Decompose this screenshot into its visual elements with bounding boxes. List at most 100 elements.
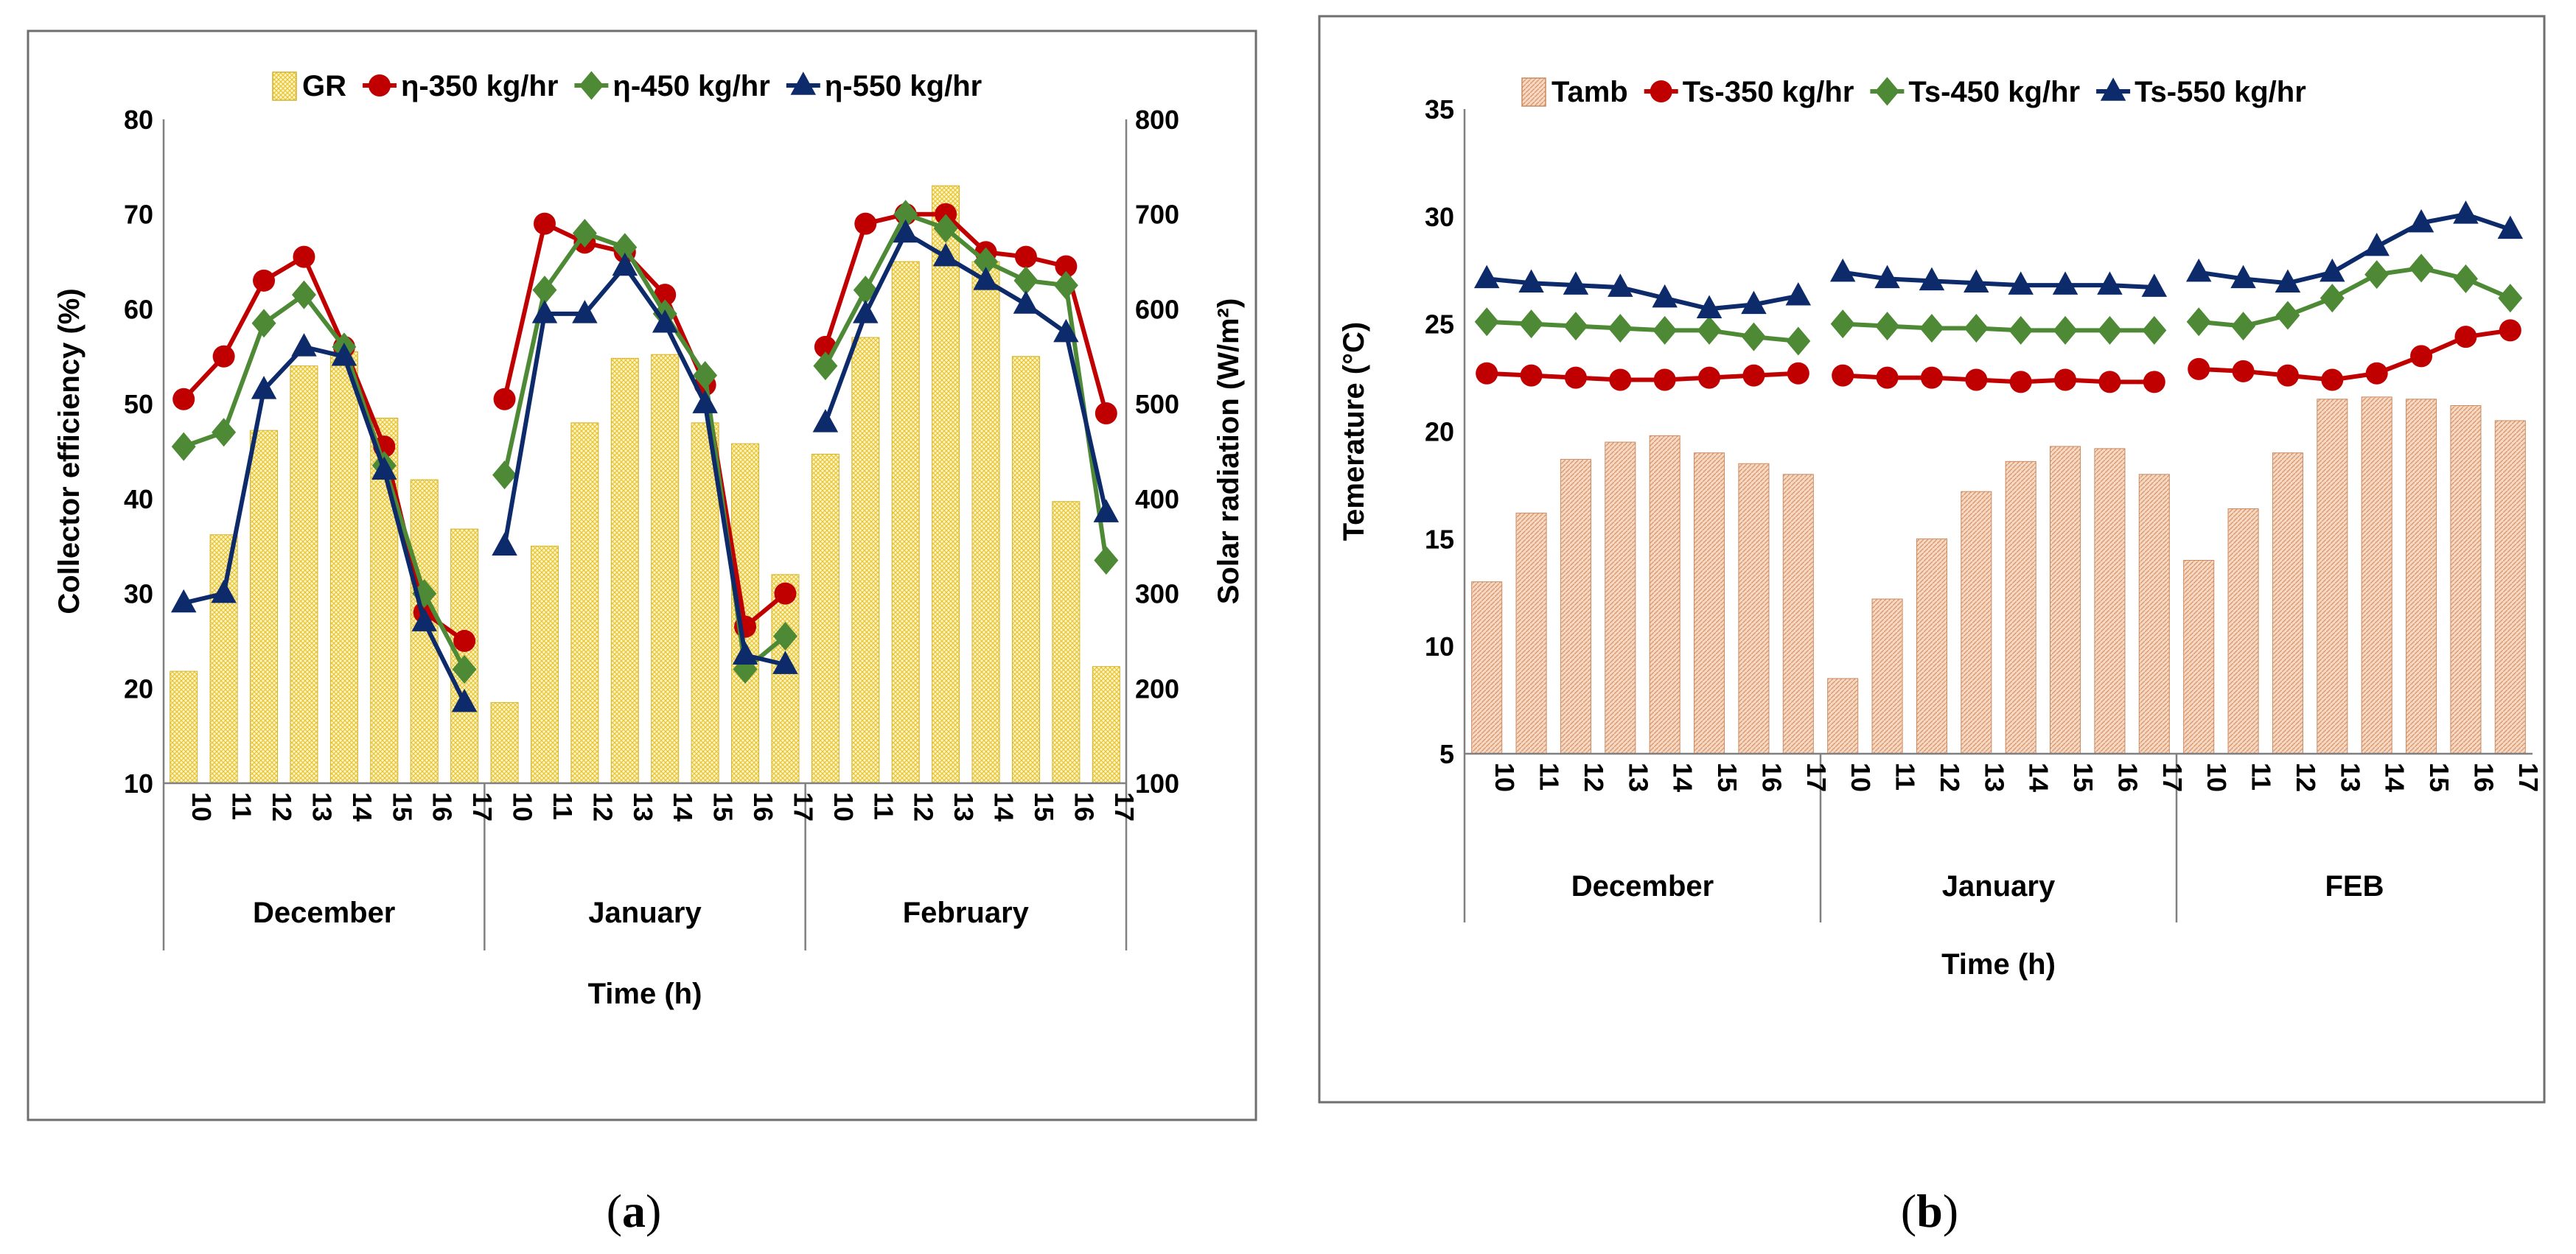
b-xtick-label: 16 [2468, 763, 2499, 792]
a-xtick-label: 17 [467, 792, 498, 822]
a-ytick-label: 50 [124, 389, 153, 419]
a-ytick-right-label: 400 [1135, 484, 1179, 514]
b-series-point-0 [1609, 368, 1632, 391]
a-ytick-label: 20 [124, 673, 153, 704]
b-series-point-0 [2143, 371, 2165, 393]
a-series-point-1 [1053, 270, 1078, 300]
b-xtick-label: 17 [2513, 763, 2544, 792]
b-series-point-1 [1919, 314, 1944, 343]
a-series-point-1 [532, 276, 557, 305]
a-series-point-0 [774, 582, 797, 605]
b-series-point-1 [1652, 315, 1678, 345]
b-series-point-2 [1696, 295, 1722, 318]
a-xtick-label: 13 [628, 792, 658, 822]
a-bar-december-12 [250, 430, 279, 784]
b-ytick-label: 15 [1425, 524, 1454, 554]
a-bar-january-17 [771, 574, 800, 784]
b-series-point-2 [1919, 267, 1945, 291]
a-group-label-december: December [253, 897, 395, 929]
a-xtick-label: 12 [909, 792, 939, 822]
b-bar-december-17 [1782, 474, 1814, 754]
a-series-point-0 [1055, 255, 1078, 278]
a-series-point-2 [170, 589, 197, 613]
b-series-point-0 [1832, 364, 1854, 387]
b-ytick-label: 35 [1425, 94, 1454, 125]
b-legend-marker-2 [2100, 77, 2126, 101]
b-series-point-2 [2320, 258, 2345, 282]
a-series-line-2 [183, 344, 467, 704]
a-series-point-2 [211, 579, 237, 603]
a-series-point-1 [933, 214, 958, 243]
b-xtick-label: 11 [2247, 763, 2277, 791]
b-series-point-2 [1608, 273, 1633, 297]
b-series-point-2 [1652, 284, 1678, 308]
a-x-axis-title: Time (h) [588, 978, 702, 1010]
b-series-point-0 [2009, 371, 2032, 393]
b-series-point-2 [1785, 282, 1812, 306]
b-legend-label-bar: Tamb [1551, 76, 1628, 108]
a-series-point-0 [1095, 402, 1117, 425]
a-series-point-2 [1093, 499, 1120, 522]
a-xtick-label: 17 [1109, 792, 1139, 822]
a-legend-label-2: η-550 kg/hr [825, 70, 982, 102]
b-series-point-1 [1741, 322, 1766, 351]
b-bar-december-13 [1605, 441, 1636, 754]
b-xtick-label: 12 [1579, 763, 1609, 792]
a-series-point-2 [331, 343, 357, 366]
b-series-point-1 [1608, 314, 1633, 343]
a-bar-january-10 [490, 702, 519, 784]
a-ytick-right-label: 500 [1135, 389, 1179, 419]
b-xtick-label: 14 [2380, 763, 2410, 792]
b-bar-january-12 [1916, 538, 1947, 754]
a-xtick-label: 11 [868, 792, 898, 820]
b-bar-january-17 [2138, 474, 2170, 754]
b-series-point-2 [1741, 290, 1767, 315]
a-xtick-label: 13 [307, 792, 337, 822]
b-bar-feb-11 [2227, 508, 2259, 754]
b-ytick-label: 25 [1425, 309, 1454, 340]
b-series-point-0 [1920, 366, 1943, 389]
b-ytick-label: 5 [1439, 739, 1454, 769]
a-series-point-2 [812, 409, 839, 432]
b-bar-feb-13 [2317, 399, 2348, 754]
a-series-point-1 [612, 233, 638, 262]
b-series-point-2 [1518, 269, 1544, 293]
a-series-point-1 [291, 280, 316, 309]
a-series-point-2 [451, 688, 478, 712]
b-series-point-0 [2499, 319, 2521, 342]
a-legend-label-bar: GR [302, 70, 346, 102]
b-xtick-label: 15 [2068, 763, 2098, 792]
a-ytick-right-label: 600 [1135, 294, 1179, 324]
a-xtick-label: 15 [708, 792, 739, 822]
b-series-point-1 [1875, 312, 1900, 341]
b-series-point-0 [2232, 360, 2255, 382]
b-bar-january-10 [1827, 678, 1859, 754]
b-series-point-2 [2185, 258, 2212, 282]
a-series-point-2 [1013, 290, 1039, 314]
b-series-point-1 [2498, 284, 2523, 313]
a-series-point-2 [692, 390, 718, 413]
b-series-point-0 [2410, 345, 2433, 368]
a-series-point-0 [293, 245, 315, 268]
b-series-point-1 [2142, 315, 2167, 345]
b-series-point-1 [2053, 315, 2078, 345]
a-ytick-label: 60 [124, 294, 153, 324]
a-ytick-right-label: 100 [1135, 768, 1179, 799]
b-xtick-label: 17 [2157, 763, 2188, 792]
b-legend-label-0: Ts-350 kg/hr [1683, 76, 1854, 108]
b-bar-feb-15 [2406, 399, 2437, 754]
a-series-point-2 [652, 309, 678, 333]
a-series-point-2 [251, 376, 277, 399]
a-series-point-1 [813, 351, 838, 381]
caption-b-letter: b [1916, 1185, 1943, 1237]
a-group-label-january: January [588, 897, 702, 929]
b-series-point-0 [1520, 364, 1543, 387]
b-bar-feb-16 [2450, 405, 2482, 754]
a-series-line-1 [183, 293, 467, 670]
b-xtick-label: 10 [1846, 763, 1876, 792]
a-bar-february-15 [1011, 356, 1040, 784]
a-series-point-1 [251, 309, 276, 338]
b-series-point-0 [2276, 364, 2299, 387]
a-series-point-1 [1094, 546, 1119, 575]
b-series-point-1 [2320, 284, 2345, 313]
